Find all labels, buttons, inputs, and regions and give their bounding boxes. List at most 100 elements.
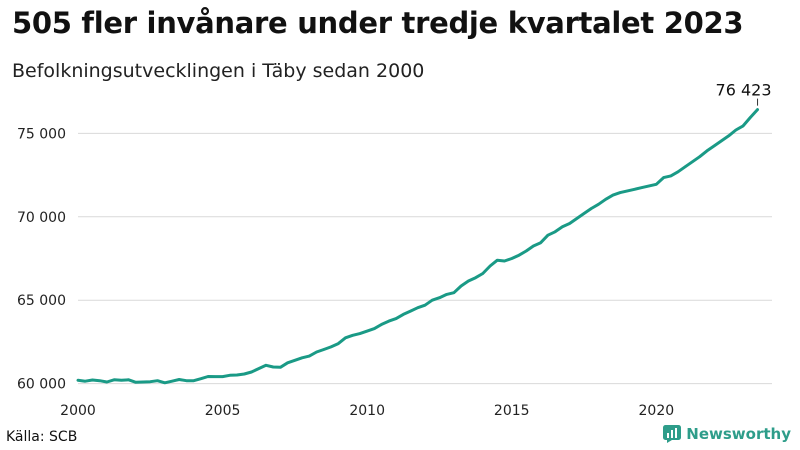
annotations: 76 423 bbox=[716, 81, 772, 106]
data-point bbox=[373, 327, 376, 330]
data-point bbox=[409, 309, 412, 313]
data-point bbox=[459, 284, 463, 288]
data-point bbox=[228, 374, 232, 377]
data-point bbox=[633, 188, 636, 191]
last-value-label: 76 423 bbox=[716, 81, 772, 100]
data-point bbox=[402, 313, 405, 316]
data-point bbox=[91, 378, 94, 382]
data-point bbox=[221, 375, 224, 378]
data-point bbox=[243, 372, 246, 376]
data-point bbox=[315, 350, 318, 354]
data-point bbox=[655, 183, 658, 186]
data-point bbox=[640, 186, 644, 189]
data-point bbox=[127, 378, 130, 382]
data-point bbox=[365, 329, 369, 333]
data-point bbox=[84, 379, 87, 383]
data-point bbox=[214, 375, 217, 378]
data-point bbox=[712, 144, 716, 148]
data-point bbox=[517, 253, 521, 257]
data-point bbox=[170, 379, 174, 383]
data-point bbox=[286, 361, 289, 365]
data-point bbox=[344, 336, 347, 339]
chart-title: 505 fler invånare under tredje kvartalet… bbox=[12, 6, 744, 40]
source-text: Källa: SCB bbox=[6, 429, 78, 445]
data-point bbox=[467, 279, 470, 283]
data-point bbox=[503, 259, 506, 263]
newsworthy-logo-icon bbox=[663, 425, 682, 443]
series-group bbox=[76, 108, 759, 385]
data-point bbox=[698, 155, 701, 158]
data-point bbox=[329, 345, 333, 349]
brand-logo: Newsworthy bbox=[663, 425, 791, 443]
data-point bbox=[647, 184, 651, 188]
data-point bbox=[669, 174, 672, 178]
series-line bbox=[76, 108, 759, 385]
data-point bbox=[676, 170, 680, 173]
data-point bbox=[539, 241, 542, 244]
data-point bbox=[279, 366, 282, 369]
data-point bbox=[611, 193, 615, 197]
data-point bbox=[452, 291, 456, 294]
data-point bbox=[337, 342, 340, 345]
chart-subtitle: Befolkningsutvecklingen i Täby sedan 200… bbox=[12, 60, 425, 82]
data-point bbox=[438, 296, 441, 299]
data-point bbox=[705, 149, 709, 153]
data-point bbox=[496, 258, 499, 262]
data-point bbox=[206, 375, 210, 378]
data-point bbox=[749, 116, 752, 119]
y-tick-label: 60 000 bbox=[17, 377, 66, 393]
data-point bbox=[141, 380, 145, 384]
data-point bbox=[293, 359, 297, 362]
data-point bbox=[590, 207, 593, 210]
data-point bbox=[431, 299, 434, 302]
data-point bbox=[308, 354, 311, 358]
data-point bbox=[741, 124, 745, 128]
data-point bbox=[618, 191, 622, 194]
data-point bbox=[199, 377, 203, 380]
data-point bbox=[250, 370, 253, 374]
x-tick-label: 2015 bbox=[494, 403, 530, 419]
data-point bbox=[756, 108, 759, 111]
data-point bbox=[178, 378, 181, 381]
data-point bbox=[149, 380, 152, 383]
data-point bbox=[76, 379, 80, 382]
data-point bbox=[98, 379, 101, 382]
data-point bbox=[604, 198, 607, 201]
data-point bbox=[691, 160, 694, 163]
data-point bbox=[532, 244, 535, 248]
data-point bbox=[481, 272, 485, 275]
data-point bbox=[734, 128, 738, 132]
data-point bbox=[575, 217, 579, 220]
data-point bbox=[626, 189, 629, 193]
y-tick-label: 65 000 bbox=[17, 293, 66, 309]
data-point bbox=[727, 134, 730, 138]
data-point bbox=[387, 319, 391, 323]
data-point bbox=[300, 356, 304, 359]
data-point bbox=[271, 365, 275, 369]
data-point bbox=[156, 379, 159, 382]
data-point bbox=[358, 332, 362, 335]
grid-lines bbox=[78, 132, 772, 385]
data-point bbox=[561, 225, 564, 229]
data-point bbox=[445, 293, 448, 296]
y-axis-ticks: 60 000 65 000 70 000 75 000 bbox=[17, 126, 66, 392]
x-tick-label: 2000 bbox=[60, 403, 96, 419]
y-tick-label: 75 000 bbox=[17, 126, 66, 142]
y-tick-label: 70 000 bbox=[17, 210, 66, 226]
data-point bbox=[351, 334, 354, 337]
data-point bbox=[185, 379, 188, 382]
x-axis-ticks: 2000 2005 2010 2015 2020 bbox=[60, 403, 674, 419]
data-point bbox=[684, 165, 687, 168]
x-tick-label: 2010 bbox=[349, 403, 385, 419]
data-point bbox=[264, 364, 268, 367]
data-point bbox=[134, 381, 138, 384]
data-point bbox=[423, 304, 427, 307]
data-point bbox=[112, 378, 116, 382]
x-tick-label: 2020 bbox=[639, 403, 675, 419]
brand-name: Newsworthy bbox=[686, 425, 791, 443]
data-point bbox=[488, 264, 492, 268]
data-point bbox=[553, 230, 557, 234]
data-point bbox=[105, 380, 109, 384]
data-point bbox=[525, 249, 528, 253]
